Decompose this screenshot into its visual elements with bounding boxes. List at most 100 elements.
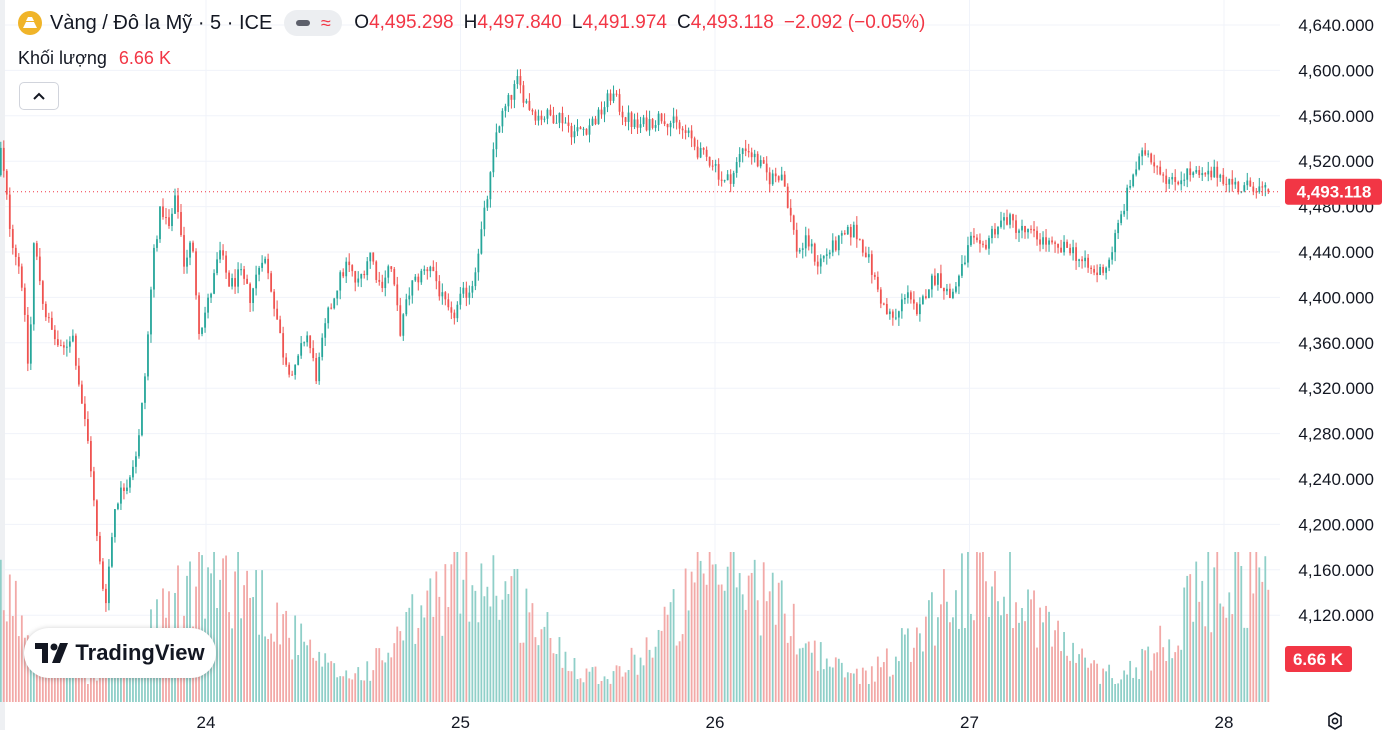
candle-body [291,374,294,376]
volume-bar [1087,667,1089,702]
volume-bar [348,678,351,702]
volume-bar [1078,654,1080,702]
volume-label[interactable]: Khối lượng [18,48,107,68]
volume-bar [282,614,285,702]
volume-bar [38,662,41,702]
volume-bar [1048,611,1050,702]
candle-body [1261,186,1264,188]
volume-bar [696,552,699,702]
candle-body [429,266,432,272]
candle-body [327,307,330,324]
candle-body [246,278,248,284]
last-price-tag [1285,178,1382,205]
volume-bar [1066,655,1068,702]
volume-bar [26,635,29,702]
candle-body [1228,178,1231,185]
candle-body [201,327,203,334]
candle-body [71,335,74,342]
candle-body [774,173,777,177]
collapse-legend-button[interactable] [19,82,59,110]
volume-bar [988,616,990,702]
volume-bar [579,678,582,702]
candle-body [141,402,143,436]
volume-bar [822,669,825,702]
candle-body [477,253,480,273]
volume-bar [558,637,561,702]
gold-bars-icon[interactable] [18,11,42,35]
volume-bar [561,667,564,702]
volume-bar [955,590,957,702]
volume-bar [600,680,603,702]
symbol-title[interactable]: Vàng / Đô la Mỹ · 5 · ICE [50,11,273,34]
volume-bar [1000,615,1002,702]
candle-body [765,163,768,173]
candle-body [14,247,17,257]
volume-bar [699,560,702,702]
candle-body [726,174,729,181]
volume-bar [99,669,101,702]
volume-bar [276,602,279,702]
candle-body [1168,179,1171,184]
volume-bar [243,585,245,702]
candle-body [537,115,540,121]
candle-body [519,76,522,86]
volume-bar [1129,660,1132,702]
candle-body [1162,174,1165,176]
volume-bar [213,552,215,702]
candle-body [994,228,996,235]
candle-body [1048,240,1050,245]
candle-body [38,256,41,282]
chart-mode-toggle[interactable]: ≈ [284,10,343,36]
candle-body [480,229,483,254]
volume-bar [384,662,387,702]
volume-bar [663,606,666,702]
volume-bar [1180,649,1183,702]
volume-bar [928,600,930,702]
price-change: −2.092 (−0.05%) [783,12,926,33]
candle-body [132,466,134,478]
y-tick-label: 4,640.000 [1298,16,1374,35]
candle-body [288,364,291,375]
candle-body [843,233,846,235]
candle-body [591,118,594,126]
volume-bar [270,633,273,702]
candle-body [417,276,420,283]
candle-body [1225,183,1228,185]
candle-body [985,244,987,249]
candle-body [940,273,942,288]
candle-body [801,248,804,250]
volume-bar [1090,663,1092,702]
candle-body [1072,247,1074,254]
volume-bar [798,648,801,702]
candle-body [174,195,176,214]
candle-body [216,259,218,274]
volume-legend: Khối lượng 6.66 K [18,48,171,69]
candle-body [309,335,312,349]
candle-body [432,266,435,272]
volume-bar [1183,587,1186,702]
candle-body [393,269,396,285]
volume-bar [946,601,948,702]
candle-body [47,317,50,319]
candle-body [405,299,408,315]
candle-body [243,269,245,279]
candle-body [1249,180,1252,187]
volume-bar [1219,603,1222,702]
settings-icon[interactable] [1325,711,1345,731]
candle-body [873,274,876,277]
candle-body [897,311,900,318]
volume-bar [789,636,792,702]
tradingview-logo[interactable]: TradingView [24,628,216,678]
volume-bar [900,628,903,702]
volume-bar [621,676,624,702]
candle-body [147,334,149,377]
candle-body [1114,233,1117,253]
volume-bar [888,676,891,702]
candle-body [411,280,414,296]
candle-body [946,288,948,292]
volume-bar [555,653,558,702]
volume-bar [630,647,633,702]
candle-body [1081,259,1083,262]
candle-body [62,345,65,348]
